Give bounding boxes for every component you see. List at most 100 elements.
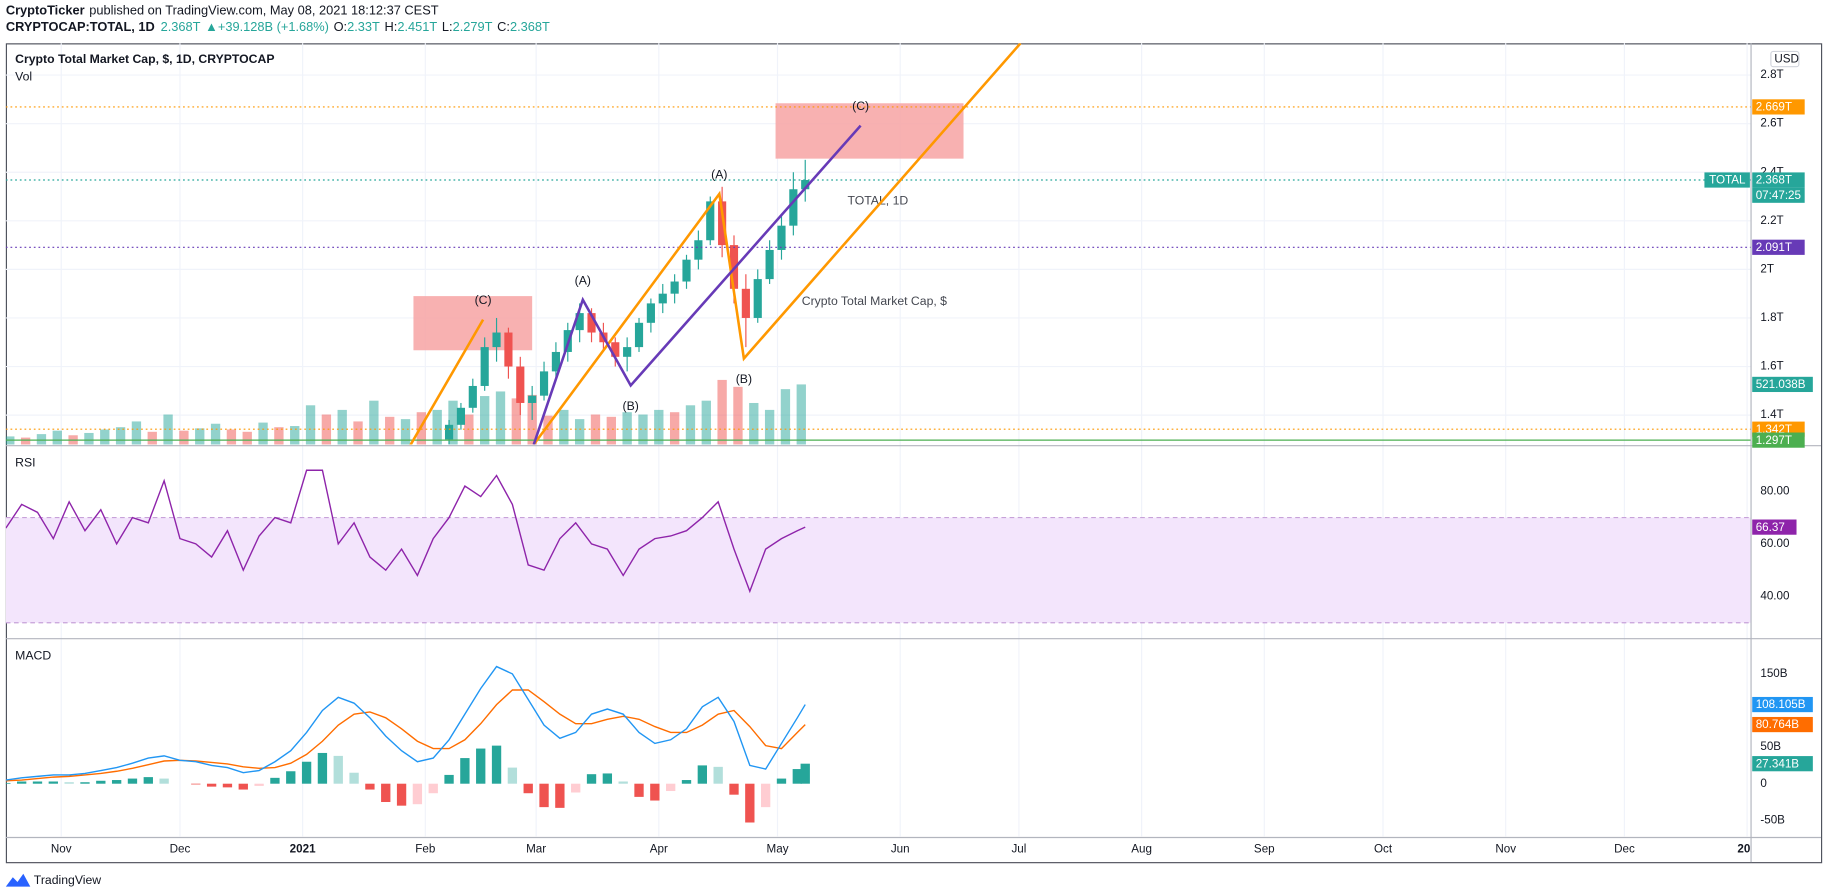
y-tick-label: -50B <box>1760 813 1785 826</box>
histogram-bar <box>159 778 169 784</box>
last-price: 2.368T <box>161 19 201 34</box>
volume-bar <box>669 412 680 445</box>
y-tick-label: 1.8T <box>1760 311 1783 324</box>
volume-bar <box>115 427 126 445</box>
wave-line <box>532 43 1022 445</box>
candle-body <box>492 332 501 348</box>
volume-bar <box>290 426 300 445</box>
target-zone <box>775 103 964 159</box>
publish-line: CryptoTicker published on TradingView.com… <box>6 3 439 18</box>
x-tick-label: 202 <box>1737 842 1757 855</box>
x-tick-label: Dec <box>170 842 191 855</box>
histogram-bar <box>571 783 581 793</box>
volume-bar <box>638 414 648 445</box>
brand[interactable]: TradingView <box>5 873 101 887</box>
y-tick-label: 2T <box>1760 262 1774 275</box>
volume-bar <box>242 431 252 445</box>
x-tick-label: 2021 <box>290 842 316 855</box>
x-tick-label: Feb <box>415 842 435 855</box>
price-tag: 2.368T <box>1756 174 1792 187</box>
x-tick-label: Dec <box>1614 842 1635 855</box>
candle-body <box>694 240 703 260</box>
volume-bar <box>780 389 791 445</box>
histogram-bar <box>792 769 802 784</box>
candle-body <box>575 313 584 331</box>
publisher[interactable]: CryptoTicker <box>6 3 85 18</box>
wave-label: (B) <box>736 372 752 386</box>
volume-bar <box>574 419 585 445</box>
histogram-bar <box>776 778 787 784</box>
y-tick-label: 2.2T <box>1760 214 1783 227</box>
volume-tag: 521.038B <box>1756 378 1806 391</box>
y-tick-label: 2.6T <box>1760 117 1783 130</box>
histogram-bar <box>650 783 660 801</box>
candle-body <box>765 249 774 280</box>
histogram-bar <box>32 781 43 784</box>
wave-label: (A) <box>711 167 727 181</box>
histogram-bar <box>270 777 280 784</box>
candle-body <box>682 259 691 282</box>
x-tick-label: Nov <box>1495 842 1516 855</box>
rsi-line <box>5 469 806 594</box>
candle-body <box>623 347 632 357</box>
volume-bar <box>100 429 110 445</box>
volume-bar <box>321 414 332 445</box>
candle-body <box>468 385 477 408</box>
symbol-line: CRYPTOCAP:TOTAL, 1D 2.368T ▲+39.128B (+1.6… <box>6 19 550 34</box>
wave-label: (C) <box>852 99 869 113</box>
wave-label: (C) <box>475 293 492 307</box>
volume-bar <box>131 421 142 445</box>
ohlc-value: 2.368T <box>510 19 550 34</box>
time-axis: Nov Dec 2021 Feb Mar Apr May Jun Jul Aug Sep Oct Nov… <box>51 842 1757 855</box>
volume-bar <box>400 419 411 445</box>
x-tick-label: Nov <box>51 842 72 855</box>
price-tag-box <box>1752 239 1805 255</box>
rsi-tag-box <box>1752 519 1797 535</box>
symbol: CRYPTOCAP:TOTAL, 1D <box>6 19 155 34</box>
candle-body <box>504 332 513 367</box>
price-pane: TOTAL, 1D Crypto Total Market Cap, $ (C) (A… <box>5 43 1752 445</box>
histogram-bar <box>729 783 739 795</box>
candle-body <box>777 225 786 250</box>
histogram-bar <box>428 783 438 794</box>
rsi-tag: 66.37 <box>1756 521 1785 534</box>
ohlc-value: 2.279T <box>453 19 493 34</box>
symbol-tag-box <box>1704 172 1750 188</box>
brand-logo <box>5 873 31 887</box>
y-tick-label: 1.4T <box>1760 408 1783 421</box>
histogram-bar <box>286 771 296 784</box>
histogram-bar <box>523 783 533 794</box>
volume-bar <box>147 431 157 445</box>
volume-bar <box>448 400 458 445</box>
brand-name: TradingView <box>34 873 101 887</box>
histogram-bar <box>238 783 248 790</box>
histogram-bar <box>191 783 201 785</box>
change: +39.128B (+1.68%) <box>218 19 329 34</box>
volume-bar <box>385 416 395 445</box>
volume-bar <box>195 428 205 445</box>
ohlc-key: C: <box>497 19 510 34</box>
histogram-bar <box>713 766 723 784</box>
histogram-bar <box>111 780 122 784</box>
wave-label: (A) <box>575 273 591 287</box>
volume-bar <box>163 414 173 445</box>
y-tick-label: 2.8T <box>1760 68 1783 81</box>
volume-bar <box>20 437 31 445</box>
histogram-bar <box>317 752 328 784</box>
ohlc-key: L: <box>442 19 453 34</box>
histogram-bar <box>760 783 771 808</box>
volume-bar <box>353 421 363 445</box>
candle-body <box>801 180 810 190</box>
x-tick-label: Mar <box>526 842 546 855</box>
volume-bar <box>432 409 442 445</box>
chart-frame <box>5 43 1823 864</box>
histogram-bar <box>666 783 676 792</box>
volume-bar <box>590 414 601 445</box>
ohlc-key: H: <box>385 19 398 34</box>
x-tick-label: Jun <box>891 842 910 855</box>
histogram-bar <box>5 782 11 784</box>
volume-bar <box>179 430 189 445</box>
change-arrow: ▲ <box>205 19 218 34</box>
